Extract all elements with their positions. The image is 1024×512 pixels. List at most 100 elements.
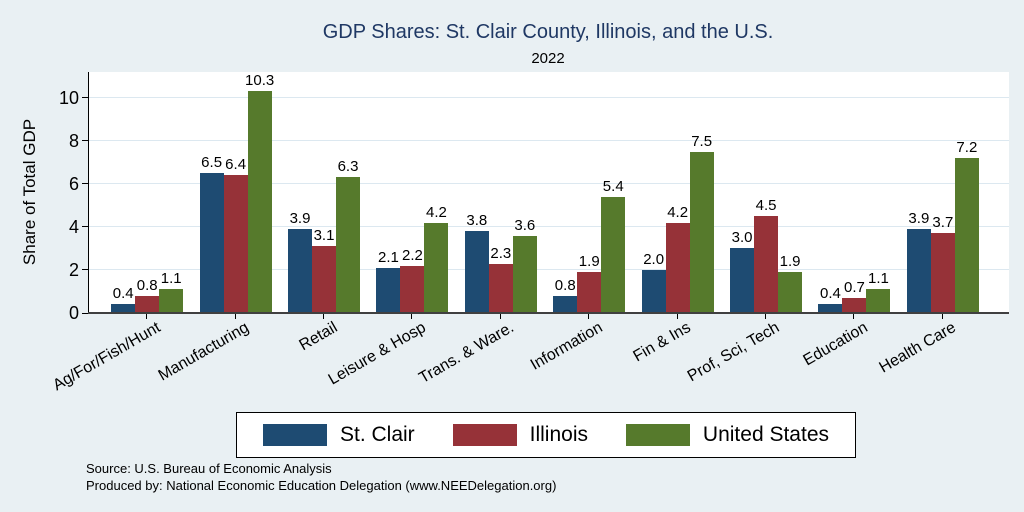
bar-value-label: 6.3	[337, 158, 359, 176]
y-tick-mark	[82, 312, 88, 314]
bar-value-label: 3.9	[289, 210, 311, 228]
legend-swatch	[263, 424, 327, 446]
gridline	[89, 182, 1009, 184]
bar: 4.2	[665, 204, 690, 313]
legend-label: Illinois	[529, 423, 588, 446]
x-tick-label: Manufacturing	[155, 319, 253, 385]
bar-value-label: 2.2	[401, 246, 423, 264]
bar-value-label: 6.5	[201, 154, 223, 172]
bar-value-label: 0.7	[844, 278, 865, 296]
bar-value-label: 7.2	[956, 139, 978, 157]
bar-value-label: 4.5	[755, 197, 777, 215]
bar-value-label: 4.2	[667, 203, 689, 221]
y-tick-mark	[82, 140, 88, 142]
bar-groups: 0.4 0.8 1.1 6.5 6.4 10.3 3.9 3.1 6.3 2.1 2.2 4.2 3.8…	[89, 72, 1009, 313]
x-tick-label: Trans. & Ware.	[416, 319, 518, 387]
x-tick-mark	[765, 314, 766, 319]
bar-value-label: 1.1	[868, 270, 889, 288]
bar: 3.7	[930, 214, 955, 313]
x-tick-label: Health Care	[876, 319, 960, 377]
bar: 2.0	[641, 251, 666, 313]
y-tick-mark	[82, 183, 88, 185]
bar-value-label: 4.2	[425, 203, 447, 221]
x-tick-label: Information	[527, 319, 606, 374]
bar: 0.4	[818, 285, 843, 313]
x-tick-label: Fin & Ins	[630, 319, 695, 366]
bar-value-label: 3.0	[731, 229, 753, 247]
bar: 3.9	[288, 210, 313, 313]
bar: 6.4	[223, 156, 248, 313]
bar: 7.2	[954, 139, 979, 313]
x-tick-mark	[941, 314, 943, 319]
x-tick-mark	[676, 314, 678, 319]
y-tick-label: 4	[68, 216, 79, 237]
chart-title: GDP Shares: St. Clair County, Illinois, …	[322, 21, 774, 43]
bar-value-label: 6.4	[225, 156, 247, 174]
x-tick-mark	[588, 314, 590, 319]
bar: 3.9	[906, 210, 931, 313]
legend-item: St. Clair	[263, 423, 415, 447]
bar: 3.1	[312, 227, 337, 313]
bar: 1.1	[159, 270, 184, 313]
bar-value-label: 3.1	[313, 227, 335, 245]
bar-group: 2.0 4.2 7.5	[633, 72, 721, 313]
x-tick-label: Prof, Sci, Tech	[684, 319, 783, 386]
bar-group: 3.0 4.5 1.9	[722, 72, 810, 313]
legend-item: United States	[625, 423, 829, 447]
bar-value-label: 1.9	[578, 253, 600, 271]
produced-by-note: Produced by: National Economic Education…	[86, 477, 557, 493]
x-tick-mark	[146, 314, 148, 319]
legend-item: Illinois	[452, 423, 588, 447]
bar: 0.7	[842, 279, 867, 313]
bar: 5.4	[601, 178, 626, 313]
y-tick-label: 2	[68, 259, 79, 280]
bar: 10.3	[245, 72, 274, 313]
y-tick-label: 0	[68, 303, 79, 323]
bar-value-label: 2.1	[377, 248, 399, 266]
legend: St. Clair Illinois United States	[236, 412, 856, 458]
bar-group: 3.9 3.1 6.3	[280, 72, 368, 313]
footer: Source: U.S. Bureau of Economic Analysis…	[86, 461, 556, 494]
bar: 3.6	[512, 217, 537, 313]
bar: 2.3	[488, 245, 513, 313]
bar-value-label: 0.4	[820, 285, 841, 303]
bar: 3.8	[464, 212, 489, 313]
bar-group: 0.4 0.8 1.1	[103, 72, 191, 313]
bar-value-label: 2.0	[643, 250, 665, 268]
bar-value-label: 3.8	[466, 212, 488, 230]
bar-value-label: 3.9	[908, 210, 930, 228]
bar-value-label: 0.8	[554, 276, 576, 294]
gridline	[89, 268, 1009, 270]
bar: 1.9	[577, 253, 602, 313]
bar-value-label: 0.8	[136, 276, 158, 294]
y-tick-mark	[82, 226, 88, 228]
x-tick-mark	[411, 314, 413, 319]
gridline	[89, 96, 1009, 98]
gridline	[89, 225, 1009, 227]
bar-group: 2.1 2.2 4.2	[368, 72, 456, 313]
legend-swatch	[452, 424, 517, 446]
bar-group: 6.5 6.4 10.3	[191, 72, 279, 313]
bar-value-label: 1.9	[779, 253, 801, 271]
bar: 1.1	[866, 270, 891, 313]
x-tick-label: Ag/For/Fish/Hunt	[50, 319, 164, 395]
bar: 0.8	[553, 277, 578, 313]
bar-value-label: 3.7	[932, 214, 954, 232]
y-tick-label: 8	[68, 130, 79, 151]
y-tick-label: 6	[68, 173, 79, 194]
bar: 4.2	[424, 204, 449, 313]
y-tick-mark	[82, 97, 88, 99]
bar-value-label: 1.1	[160, 270, 182, 288]
x-tick-mark	[234, 314, 236, 319]
x-axis-line	[88, 312, 1009, 314]
bar: 6.5	[199, 154, 224, 313]
bar-group: 0.4 0.7 1.1	[810, 72, 898, 313]
bar-group: 0.8 1.9 5.4	[545, 72, 633, 313]
bar-value-label: 2.3	[490, 244, 512, 262]
legend-label: United States	[702, 423, 829, 446]
x-tick-mark	[499, 314, 501, 319]
bar-group: 3.8 2.3 3.6	[457, 72, 545, 313]
bar: 4.5	[754, 197, 779, 313]
bar-value-label: 3.6	[514, 216, 536, 234]
